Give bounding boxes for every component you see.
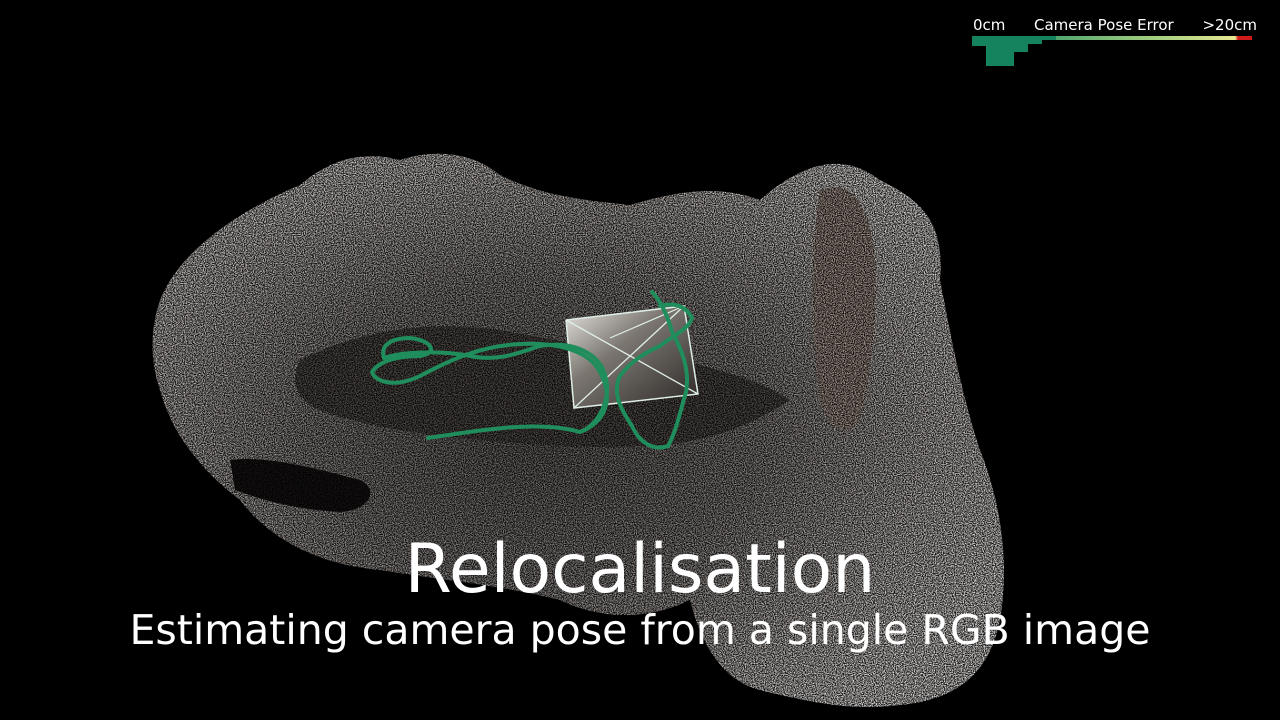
legend-max-label: >20cm	[1202, 16, 1257, 34]
legend-min-label: 0cm	[973, 16, 1005, 34]
legend-title: Camera Pose Error	[1034, 16, 1174, 34]
page-title: Relocalisation	[0, 530, 1280, 610]
page-subtitle: Estimating camera pose from a single RGB…	[0, 605, 1280, 655]
legend-colorbar-histogram	[972, 36, 1252, 72]
pose-error-legend: 0cm Camera Pose Error >20cm	[968, 14, 1260, 72]
legend-histogram	[972, 36, 1056, 66]
